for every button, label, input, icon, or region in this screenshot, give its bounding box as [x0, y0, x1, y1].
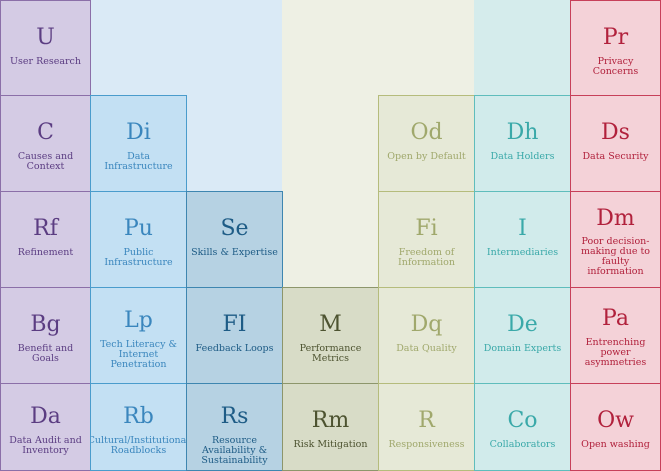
element-label: Cultural/Institutional Roadblocks [90, 435, 187, 456]
element-cell-intermediaries: I Intermediaries [474, 191, 571, 288]
element-symbol: Rb [123, 404, 154, 429]
element-label: Data Holders [490, 151, 555, 162]
element-label: Data Security [582, 151, 649, 162]
element-symbol: Dq [410, 312, 443, 337]
element-cell-data-audit: Da Data Audit and Inventory [0, 383, 91, 471]
element-cell-feedback-loops: FI Feedback Loops [186, 287, 283, 384]
element-label: Collaborators [489, 439, 556, 450]
element-label: Poor decision-making due to faulty infor… [580, 236, 651, 277]
element-cell-open-washing: Ow Open washing [570, 383, 661, 471]
element-label: Open washing [581, 439, 650, 450]
element-label: Freedom of Information [397, 247, 455, 268]
element-label: Responsiveness [388, 439, 465, 450]
element-symbol: Fi [415, 216, 438, 241]
element-symbol: Pr [602, 25, 629, 50]
element-symbol: Lp [124, 308, 153, 333]
element-symbol: Di [126, 120, 151, 145]
element-label: Skills & Expertise [191, 247, 278, 258]
element-cell-responsiveness: R Responsiveness [378, 383, 475, 471]
element-label: User Research [10, 56, 81, 67]
element-cell-causes-and-context: C Causes and Context [0, 95, 91, 192]
element-label: Resource Availability & Sustainability [201, 435, 268, 466]
element-symbol: Ow [597, 408, 634, 433]
element-label: Causes and Context [17, 151, 74, 172]
element-label: Benefit and Goals [17, 343, 74, 364]
element-cell-open-by-default: Od Open by Default [378, 95, 475, 192]
element-label: Data Quality [396, 343, 457, 354]
element-cell-benefit-and-goals: Bg Benefit and Goals [0, 287, 91, 384]
element-symbol: Co [507, 408, 538, 433]
element-cell-user-research: U User Research [0, 0, 91, 96]
element-symbol: Ds [601, 120, 630, 145]
element-cell-data-security: Ds Data Security [570, 95, 661, 192]
element-symbol: Pu [124, 216, 153, 241]
element-symbol: Dh [506, 120, 539, 145]
element-symbol: De [507, 312, 538, 337]
element-cell-data-quality: Dq Data Quality [378, 287, 475, 384]
element-symbol: C [37, 120, 54, 145]
element-cell-power-asymmetries: Pa Entrenching power asymmetries [570, 287, 661, 384]
element-label: Public Infrastructure [104, 247, 173, 268]
element-symbol: Dm [596, 206, 635, 231]
element-symbol: Pa [602, 306, 629, 331]
element-symbol: Bg [30, 312, 61, 337]
element-label: Privacy Concerns [592, 56, 639, 77]
element-cell-refinement: Rf Refinement [0, 191, 91, 288]
element-cell-public-infrastructure: Pu Public Infrastructure [90, 191, 187, 288]
element-cell-performance-metrics: M Performance Metrics [282, 287, 379, 384]
element-label: Refinement [17, 247, 74, 258]
element-cell-tech-literacy: Lp Tech Literacy & Internet Penetration [90, 287, 187, 384]
element-symbol: I [518, 216, 527, 241]
element-cell-roadblocks: Rb Cultural/Institutional Roadblocks [90, 383, 187, 471]
element-label: Feedback Loops [195, 343, 274, 354]
element-symbol: Rs [220, 404, 249, 429]
element-cell-collaborators: Co Collaborators [474, 383, 571, 471]
element-symbol: Od [410, 120, 443, 145]
element-cell-poor-decision-making: Dm Poor decision-making due to faulty in… [570, 191, 661, 288]
element-cell-data-holders: Dh Data Holders [474, 95, 571, 192]
element-cell-risk-mitigation: Rm Risk Mitigation [282, 383, 379, 471]
element-symbol: R [418, 408, 435, 433]
element-symbol: M [319, 312, 342, 337]
element-label: Tech Literacy & Internet Penetration [100, 339, 177, 370]
element-cell-domain-experts: De Domain Experts [474, 287, 571, 384]
element-cell-data-infrastructure: Di Data Infrastructure [90, 95, 187, 192]
element-label: Data Audit and Inventory [9, 435, 82, 456]
element-label: Risk Mitigation [293, 439, 368, 450]
element-label: Open by Default [387, 151, 466, 162]
element-label: Domain Experts [483, 343, 562, 354]
element-symbol: U [36, 25, 55, 50]
element-cell-privacy-concerns: Pr Privacy Concerns [570, 0, 661, 96]
element-symbol: Rm [311, 408, 350, 433]
element-label: Entrenching power asymmetries [584, 337, 647, 368]
element-label: Intermediaries [486, 247, 559, 258]
element-symbol: Rf [33, 216, 58, 241]
element-label: Performance Metrics [299, 343, 362, 364]
element-label: Data Infrastructure [104, 151, 173, 172]
element-cell-freedom-of-information: Fi Freedom of Information [378, 191, 475, 288]
element-symbol: Da [30, 404, 61, 429]
element-symbol: Se [220, 216, 249, 241]
element-cell-resource-availability: Rs Resource Availability & Sustainabilit… [186, 383, 283, 471]
element-cell-skills-expertise: Se Skills & Expertise [186, 191, 283, 288]
element-symbol: FI [222, 312, 247, 337]
